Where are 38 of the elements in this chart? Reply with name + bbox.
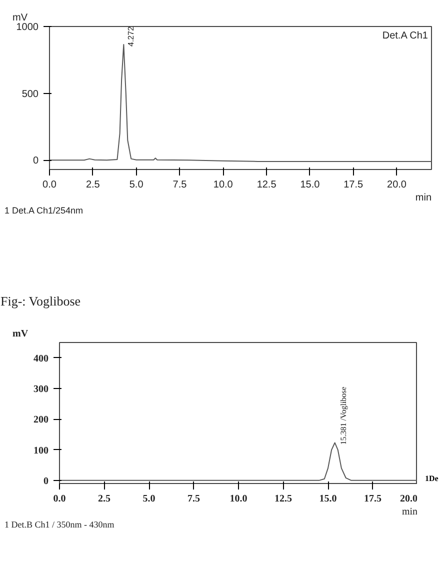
y-tick-label: 1000 [16, 22, 39, 33]
y-tick-label: 300 [34, 384, 48, 395]
x-tick-label: 15.0 [300, 180, 320, 190]
x-tick-label: 12.5 [274, 494, 292, 504]
y-axis-title: mV [12, 328, 29, 340]
x-tick-label: 17.5 [344, 180, 364, 190]
y-axis-title: mV [12, 12, 28, 24]
text: 1De [425, 473, 438, 484]
x-axis-title: min [402, 506, 418, 518]
text: 1 Det.A Ch1/254nm [4, 206, 84, 216]
x-axis-title: min [415, 192, 432, 204]
y-tick-label: 100 [34, 445, 48, 456]
x-tick-label: 5.0 [129, 180, 144, 190]
x-tick-label: 10.0 [230, 494, 248, 504]
x-tick-label: 7.5 [188, 494, 200, 504]
x-tick-label: 20.0 [387, 180, 407, 190]
x-tick-label: 5.0 [142, 494, 156, 504]
x-tick-label: 2.5 [86, 180, 100, 190]
text: 1 Det.B Ch1 / 350nm - 430nm [4, 520, 114, 530]
line-series [60, 442, 417, 481]
x-tick-label: 10.0 [213, 180, 234, 190]
x-tick-label: 17.5 [364, 494, 382, 504]
x-tick-label: 12.5 [256, 180, 277, 190]
x-tick-label: 20.0 [400, 494, 418, 504]
x-tick-label: 2.5 [98, 494, 110, 504]
y-tick-label: 0 [44, 476, 48, 487]
y-tick-label: 0 [32, 156, 39, 167]
x-tick-label: 0.0 [42, 180, 57, 190]
y-tick-label: 500 [22, 88, 39, 100]
x-tick-label: 0.0 [53, 494, 66, 504]
annotation: 15.381 /Voglibose [338, 386, 348, 445]
x-tick-label: 7.5 [172, 180, 188, 190]
x-tick-label: 15.0 [319, 494, 337, 504]
chart-title: Fig-: Voglibose [0, 294, 81, 308]
y-tick-label: 200 [34, 414, 48, 426]
y-tick-label: 400 [34, 353, 48, 364]
annotation: 4.272 [126, 26, 136, 46]
annotation: Det.A Ch1 [382, 30, 428, 42]
